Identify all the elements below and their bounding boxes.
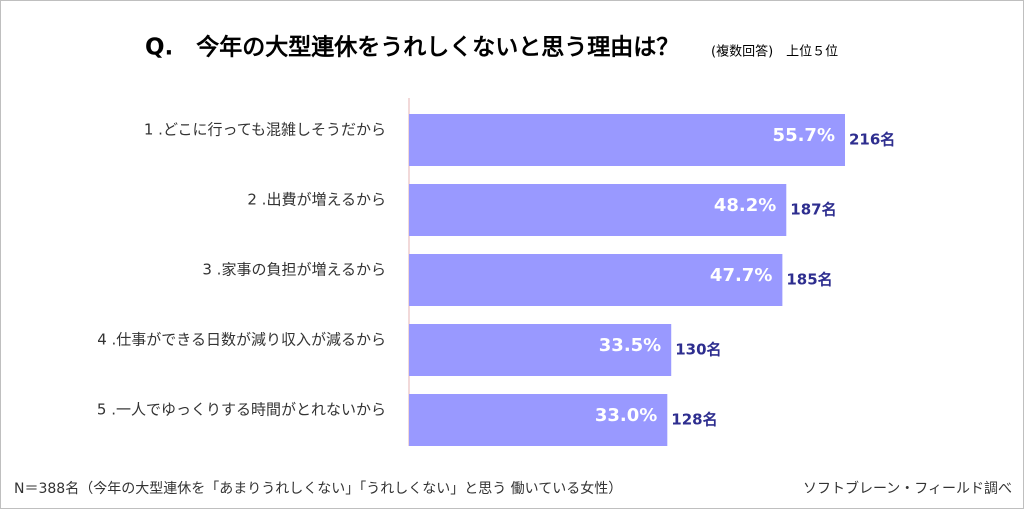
bar: [409, 394, 668, 446]
value-label: 33.5%: [599, 335, 661, 356]
footnote: N＝388名（今年の大型連休を「あまりうれしくない」「うれしくない」と思う 働い…: [14, 480, 622, 497]
source: ソフトブレーン・フィールド調べ: [803, 480, 1012, 497]
category-label: 2 .出費が増えるから: [247, 191, 386, 209]
value-label: 33.0%: [595, 405, 657, 426]
count-label: 130名: [675, 341, 721, 359]
value-label: 55.7%: [773, 125, 835, 146]
value-label: 47.7%: [710, 265, 772, 286]
chart-title: Q. 今年の大型連休をうれしくないと思う理由は？: [145, 34, 679, 61]
category-label: 5 .一人でゆっくりする時間がとれないから: [97, 401, 386, 419]
bar: [409, 184, 787, 236]
count-label: 185名: [786, 271, 832, 289]
category-label: 1 .どこに行っても混雑しそうだから: [144, 121, 386, 139]
bar: [409, 254, 783, 306]
chart-subtitle: (複数回答) 上位５位: [711, 44, 838, 60]
count-label: 187名: [790, 201, 836, 219]
category-label: 3 .家事の負担が増えるから: [202, 261, 386, 279]
bar: [409, 324, 672, 376]
count-label: 128名: [671, 411, 717, 429]
bar: [409, 114, 845, 166]
count-label: 216名: [849, 131, 895, 149]
category-label: 4 .仕事ができる日数が減り収入が減るから: [97, 331, 386, 349]
value-label: 48.2%: [714, 195, 776, 216]
